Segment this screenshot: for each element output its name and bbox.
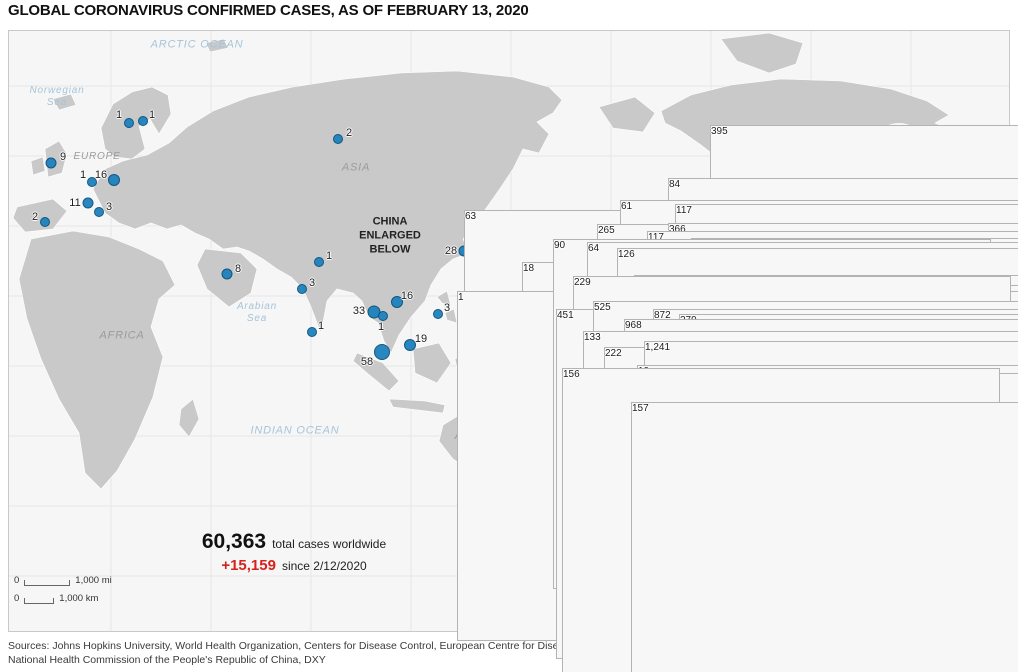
scale-zero: 0 <box>14 593 20 604</box>
landmass-scandinavia <box>100 86 172 160</box>
sources-footer: Sources: Johns Hopkins University, World… <box>8 639 689 667</box>
scale-zero: 0 <box>585 581 591 592</box>
world-total-caption: total cases worldwide <box>272 537 387 551</box>
sources-line-2: National Health Commission of the People… <box>8 654 326 667</box>
world-total-line: 60,363 total cases worldwide <box>158 530 430 554</box>
inset-confirmed-caption: confirmed cases <box>628 308 717 322</box>
landmass-borneo <box>412 342 452 384</box>
page-title: GLOBAL CORONAVIRUS CONFIRMED CASES, AS O… <box>8 2 529 19</box>
inset-confirmed-line: 59,907 confirmed cases <box>585 306 774 324</box>
hubei-delta-caption: since 2/12/2020 <box>632 551 711 563</box>
scale-zero: 0 <box>585 598 591 609</box>
hubei-name: Hubei province <box>585 511 676 525</box>
scalebar-km: 0 1,000 km <box>14 593 112 604</box>
landmass-tasmania <box>514 486 530 501</box>
landmass-eurasia <box>92 70 563 354</box>
inset-scalebar-km: 0 500 km <box>585 598 665 609</box>
landmass-africa <box>18 230 176 490</box>
china-country-label: CHINA <box>672 422 718 436</box>
inset-delta-line: +15,142 since 2/12/2020 <box>585 326 774 344</box>
inset-scale-line-mi <box>595 586 632 592</box>
landmass-philippines <box>436 290 452 307</box>
inset-scalebar: 0 500 mi 0 500 km <box>585 581 665 615</box>
inset-scale-mi-label: 500 mi <box>636 581 665 592</box>
hubei-delta-line: +14,840 since 2/12/2020 <box>585 547 710 565</box>
hudson-bay-water <box>877 123 921 155</box>
hubei-cases-line: 48,206 cases <box>585 527 710 545</box>
world-total-value: 60,363 <box>201 530 267 553</box>
china-inset: Hubei CHINA'S CORONAVIRUS CASES 59,907 co… <box>575 282 1013 632</box>
inset-delta-value: +15,142 <box>585 328 629 342</box>
hubei-cases-value: 48,206 <box>585 528 625 543</box>
world-scalebar: 0 1,000 mi 0 1,000 km <box>14 575 112 611</box>
inset-scale-km-label: 500 km <box>623 598 655 609</box>
landmass-taiwan <box>463 268 474 283</box>
inset-scale-line-km <box>595 603 619 609</box>
landmass-greenland <box>720 32 804 74</box>
scale-km-label: 1,000 km <box>59 593 99 604</box>
inset-confirmed-value: 59,907 <box>585 307 625 322</box>
scale-mi-label: 1,000 mi <box>75 575 112 586</box>
scalebar-miles: 0 1,000 mi <box>14 575 112 586</box>
inset-title: CHINA'S CORONAVIRUS CASES <box>585 289 774 303</box>
landmass-sumatra <box>352 352 400 392</box>
inset-delta-caption: since 2/12/2020 <box>632 330 711 342</box>
inset-header: CHINA'S CORONAVIRUS CASES 59,907 confirme… <box>585 289 774 344</box>
landmass-java <box>388 398 446 414</box>
world-delta-caption: since 2/12/2020 <box>281 559 367 573</box>
scale-line-mi <box>24 580 71 586</box>
landmass-ireland <box>30 156 46 176</box>
hubei-annotation: Hubei province 48,206 cases +14,840 since … <box>585 511 710 565</box>
scale-zero: 0 <box>14 575 20 586</box>
hubei-cases-caption: cases <box>628 529 661 543</box>
landmass-iceland <box>52 93 77 111</box>
world-delta-value: +15,159 <box>221 557 276 574</box>
sources-line-1: Sources: Johns Hopkins University, World… <box>8 640 689 652</box>
hubei-map-label: Hubei <box>822 461 846 471</box>
world-summary: 60,363 total cases worldwide +15,159 since… <box>158 530 430 575</box>
landmass-svalbard <box>205 38 229 53</box>
hubei-delta-value: +14,840 <box>585 549 629 563</box>
scale-line-km <box>24 598 55 604</box>
landmass-iberia <box>12 198 68 233</box>
china-enlarged-note: CHINA ENLARGED BELOW <box>359 215 421 255</box>
world-delta-line: +15,159 since 2/12/2020 <box>158 557 430 575</box>
hubei-highlight-circle <box>719 343 975 599</box>
landmass-alaska <box>598 96 656 133</box>
landmass-madagascar <box>178 398 200 438</box>
inset-scalebar-miles: 0 500 mi <box>585 581 665 592</box>
